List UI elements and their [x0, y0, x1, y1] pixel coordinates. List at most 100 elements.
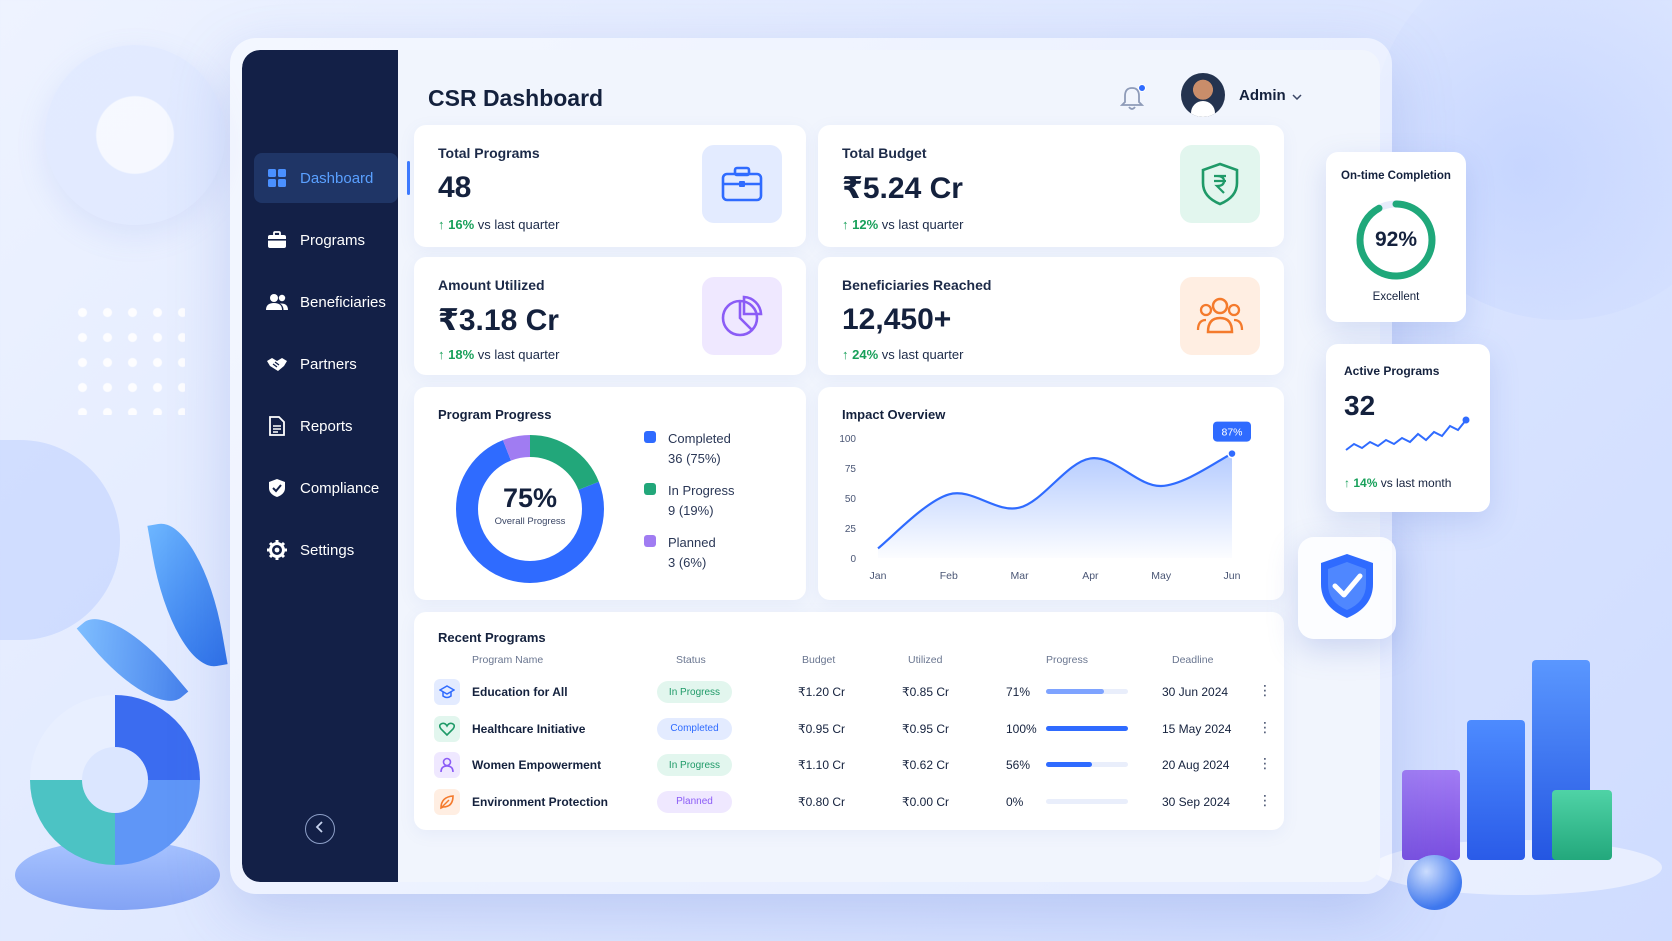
table-row[interactable]: Healthcare Initiative Completed ₹0.95 Cr ₹0… — [414, 711, 1284, 747]
legend-value: 3 (6%) — [668, 555, 707, 570]
area-fill — [878, 453, 1232, 558]
sidebar-item-partners[interactable]: Partners — [254, 339, 398, 389]
progress-percent: 71% — [1006, 685, 1031, 699]
table-row[interactable]: Women Empowerment In Progress ₹1.10 Cr ₹0.6… — [414, 747, 1284, 783]
donut-center-label: Overall Progress — [494, 516, 566, 527]
budget-cell: ₹0.95 Cr — [798, 721, 845, 736]
utilized-cell: ₹0.85 Cr — [902, 685, 949, 699]
deadline-cell: 30 Jun 2024 — [1162, 685, 1229, 699]
ontime-ring — [1356, 200, 1436, 280]
decorative-dots — [70, 300, 185, 415]
column-header: Deadline — [1172, 654, 1214, 666]
deadline-cell: 20 Aug 2024 — [1162, 758, 1230, 772]
chart-title: Impact Overview — [842, 407, 946, 422]
sidebar-item-label: Programs — [300, 231, 366, 249]
donut-segment-completed — [456, 435, 604, 583]
stat-value: ₹5.24 Cr — [842, 172, 963, 205]
stat-value: 12,450+ — [842, 303, 952, 336]
stat-card-total-budget: Total Budget ₹5.24 Cr ↑ 12% vs last quar… — [818, 125, 1284, 247]
legend-swatch — [644, 483, 656, 495]
program-name[interactable]: Healthcare Initiative — [472, 721, 586, 736]
sidebar-item-reports[interactable]: Reports — [254, 401, 398, 451]
delta-suffix: vs last quarter — [477, 217, 560, 232]
sidebar-item-dashboard[interactable]: Dashboard — [254, 153, 410, 203]
decorative-bars-3d — [1402, 660, 1632, 860]
stat-label: Amount Utilized — [438, 277, 545, 293]
legend-label: In Progress — [668, 483, 735, 498]
table-header: Program Name Status Budget Utilized Prog… — [414, 650, 1284, 672]
decorative-donut-3d — [30, 695, 200, 865]
avatar[interactable] — [1181, 73, 1225, 117]
more-options-icon[interactable]: ⋮ — [1258, 755, 1272, 771]
column-header: Status — [676, 654, 706, 666]
stat-card-beneficiaries-reached: Beneficiaries Reached 12,450+ ↑ 24% vs l… — [818, 257, 1284, 375]
heart-icon — [434, 715, 460, 742]
data-point[interactable] — [1227, 448, 1237, 459]
sidebar-item-label: Dashboard — [300, 169, 374, 187]
arrow-up-icon: ↑ — [842, 347, 853, 362]
delta-suffix: vs last month — [1380, 476, 1452, 490]
sidebar-item-compliance[interactable]: Compliance — [254, 463, 398, 513]
utilized-cell: ₹0.00 Cr — [902, 794, 949, 809]
progress-bar-fill — [1046, 762, 1092, 767]
legend-item: In Progress 9 (19%) — [644, 481, 734, 521]
more-options-icon[interactable]: ⋮ — [1258, 682, 1272, 698]
user-name: Admin — [1239, 87, 1286, 104]
sidebar-item-label: Compliance — [300, 479, 380, 497]
delta-suffix: vs last quarter — [881, 347, 964, 362]
budget-cell: ₹0.80 Cr — [798, 794, 845, 809]
stat-delta: ↑ 18% vs last quarter — [438, 347, 559, 362]
budget-cell: ₹1.20 Cr — [798, 685, 845, 699]
more-options-icon[interactable]: ⋮ — [1258, 791, 1272, 808]
x-tick-label: Jan — [870, 570, 887, 582]
impact-chart: 100 75 50 25 0 Jan Feb Mar Apr May Jun 87% — [839, 421, 1251, 582]
collapse-sidebar-button[interactable] — [305, 814, 335, 844]
recent-programs-card: Recent Programs Program Name Status Budg… — [414, 612, 1284, 830]
legend-item: Completed 36 (75%) — [644, 429, 734, 469]
graduation-cap-icon — [434, 679, 460, 705]
sidebar-item-settings[interactable]: Settings — [254, 525, 398, 575]
program-name[interactable]: Women Empowerment — [472, 758, 602, 772]
woman-icon — [434, 752, 460, 778]
notifications-button[interactable] — [1119, 84, 1146, 111]
stat-label: Total Budget — [842, 145, 927, 161]
sparkline — [1345, 416, 1470, 451]
decorative-ring — [45, 45, 225, 225]
progress-legend: Completed 36 (75%) In Progress 9 (19%) Pla… — [644, 429, 734, 585]
notification-dot — [1138, 84, 1146, 92]
deadline-cell: 15 May 2024 — [1162, 721, 1232, 736]
table-title: Recent Programs — [438, 630, 546, 645]
utilized-cell: ₹0.95 Cr — [902, 721, 949, 736]
pie-chart-icon — [702, 277, 782, 355]
legend-value: 9 (19%) — [668, 503, 714, 518]
user-menu[interactable]: Admin — [1239, 87, 1302, 104]
table-row[interactable]: Education for All In Progress ₹1.20 Cr ₹0.8… — [414, 674, 1284, 710]
decorative-blob — [0, 440, 120, 640]
page-title: CSR Dashboard — [428, 85, 604, 111]
program-name[interactable]: Environment Protection — [472, 794, 609, 809]
arrow-up-icon: ↑ — [438, 347, 449, 362]
sidebar-item-programs[interactable]: Programs — [254, 215, 398, 265]
progress-percent: 100% — [1006, 721, 1037, 736]
legend-value: 36 (75%) — [668, 451, 721, 466]
sidebar-nav: Dashboard Programs Beneficiaries — [254, 153, 410, 587]
delta-percent: 16% — [448, 217, 475, 232]
y-tick-label: 0 — [850, 554, 856, 565]
delta-percent: 12% — [852, 217, 879, 232]
stat-delta: ↑ 24% vs last quarter — [842, 347, 963, 362]
chevron-left-icon — [315, 820, 325, 838]
donut-segment-planned — [456, 435, 604, 583]
delta-percent: 14% — [1353, 476, 1378, 490]
progress-donut — [456, 435, 604, 583]
status-badge: Planned — [657, 790, 732, 813]
callout-box — [1213, 421, 1251, 442]
table-row[interactable]: Environment Protection Planned ₹0.80 Cr ₹0.… — [414, 784, 1284, 820]
shield-check-icon — [266, 477, 288, 499]
document-icon — [266, 415, 288, 437]
more-options-icon[interactable]: ⋮ — [1258, 718, 1272, 735]
arrow-up-icon: ↑ — [1344, 476, 1354, 490]
delta-percent: 18% — [448, 347, 475, 362]
sidebar-item-beneficiaries[interactable]: Beneficiaries — [254, 277, 398, 327]
stat-value: 48 — [438, 171, 472, 204]
program-name[interactable]: Education for All — [472, 685, 568, 699]
